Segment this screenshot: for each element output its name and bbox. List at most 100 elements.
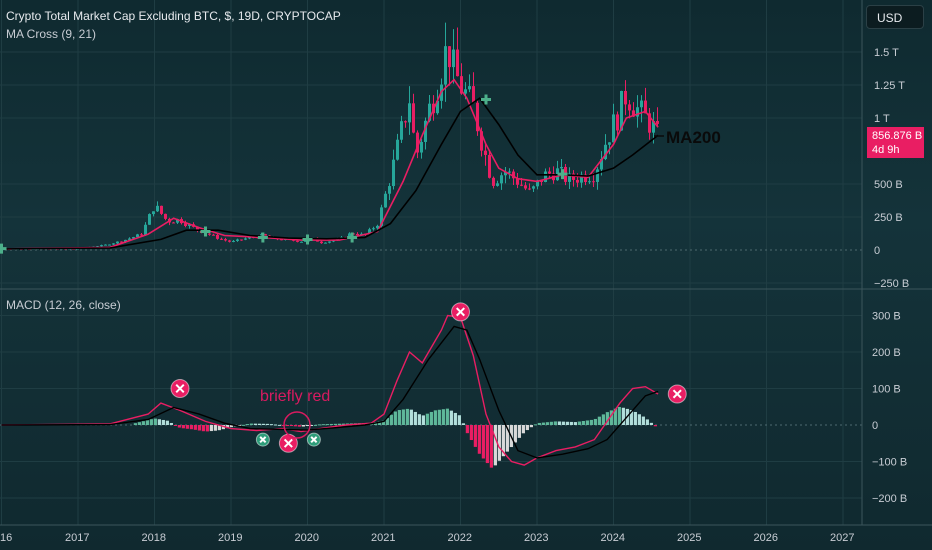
candle-body [420, 141, 423, 153]
ma-cross-indicator-label[interactable]: MA Cross (9, 21) [6, 27, 97, 41]
candle-body [512, 171, 515, 179]
candle-body [132, 237, 135, 239]
candle-body [148, 214, 151, 225]
candle-body [500, 175, 503, 184]
macd-histogram-bar [593, 418, 597, 425]
candle-body [576, 179, 579, 183]
macd-axis-label: −100 B [872, 457, 907, 469]
macd-histogram-bar [413, 411, 417, 425]
price-axis-label: 1.25 T [874, 80, 905, 92]
ma-cross-marker [302, 234, 313, 245]
candle-body [408, 103, 411, 123]
macd-histogram-bar [481, 425, 485, 459]
macd-line [1, 314, 659, 466]
candle-body [460, 76, 463, 94]
candle-body [624, 90, 627, 105]
candle-body [304, 240, 307, 242]
candle-body [356, 233, 359, 236]
macd-histogram-bar [441, 409, 445, 425]
macd-histogram-bar [301, 425, 305, 427]
candle-body [568, 173, 571, 182]
time-axis-label: 2026 [754, 532, 778, 544]
macd-histogram-bar [309, 425, 313, 426]
macd-histogram-bar [253, 423, 257, 425]
candle-body [160, 205, 163, 214]
macd-histogram-bar [377, 421, 381, 425]
candle-body [452, 49, 455, 68]
candle-body [656, 121, 659, 124]
macd-histogram-bar [181, 425, 185, 429]
macd-histogram-bar [485, 425, 489, 464]
macd-histogram-bar [133, 423, 137, 425]
time-axis-label: 2018 [142, 532, 166, 544]
candle-body [448, 46, 451, 68]
last-price-tag: 856.876 B 4d 9h [867, 127, 924, 158]
time-axis-label: 2024 [601, 532, 625, 544]
candle-body [616, 114, 619, 131]
candle-body [128, 238, 131, 240]
candle-body [404, 121, 407, 123]
candle-body [644, 100, 647, 114]
macd-histogram-bar [445, 408, 449, 425]
time-axis-label: 16 [0, 532, 12, 544]
time-axis-label: 2020 [295, 532, 319, 544]
macd-histogram-bar [273, 424, 277, 426]
candle-body [476, 102, 479, 132]
macd-histogram-bar [305, 425, 309, 426]
currency-selector[interactable]: USD [866, 5, 924, 29]
macd-histogram-bar [381, 420, 385, 425]
macd-indicator-label[interactable]: MACD (12, 26, close) [6, 298, 121, 312]
macd-histogram-bar [545, 422, 549, 425]
macd-axis-label: 100 B [872, 384, 901, 396]
candle-body [380, 207, 383, 226]
candle-body [456, 49, 459, 77]
candle-body [220, 238, 223, 240]
macd-histogram-bar [153, 418, 157, 425]
candle-body [392, 159, 395, 187]
signal-x-icon [283, 438, 293, 448]
signal-x-icon [672, 389, 682, 399]
candle-body [504, 171, 507, 176]
macd-histogram-bar [313, 424, 317, 426]
time-axis-label: 2027 [830, 532, 854, 544]
macd-histogram-bar [197, 425, 201, 431]
macd-histogram-bar [177, 425, 181, 428]
candle-body [436, 100, 439, 114]
macd-histogram-bar [425, 413, 429, 425]
price-axis-label: 250 B [874, 212, 903, 224]
macd-histogram-bar [461, 423, 465, 425]
candle-body [600, 159, 603, 170]
candle-body [496, 183, 499, 186]
macd-histogram-bar [161, 419, 165, 425]
candle-body [144, 224, 147, 236]
candle-body [116, 241, 119, 244]
candle-body [532, 186, 535, 189]
macd-histogram-bar [245, 424, 249, 426]
signal-x-icon [456, 307, 465, 317]
candle-body [208, 233, 211, 235]
macd-histogram-bar [193, 425, 197, 430]
macd-histogram-bar [285, 425, 289, 426]
price-axis-label: 0 [874, 245, 880, 257]
macd-histogram-bar [149, 419, 153, 425]
candle-body [300, 241, 303, 243]
macd-histogram-bar [137, 422, 141, 425]
candle-body [248, 236, 251, 239]
price-axis-label: 1.5 T [874, 47, 899, 59]
candle-body [196, 226, 199, 231]
candle-body [612, 114, 615, 143]
candle-body [508, 171, 511, 173]
candle-body [520, 184, 523, 186]
macd-histogram-bar [513, 425, 517, 443]
macd-histogram-bar [393, 411, 397, 425]
macd-histogram-bar [453, 412, 457, 425]
candle-body [412, 103, 415, 133]
candle-body [416, 132, 419, 153]
candle-body [584, 174, 587, 182]
macd-histogram-bar [621, 407, 625, 425]
candle-body [648, 113, 651, 133]
candle-body [384, 193, 387, 208]
macd-histogram-bar [209, 425, 213, 432]
candle-body [400, 121, 403, 140]
